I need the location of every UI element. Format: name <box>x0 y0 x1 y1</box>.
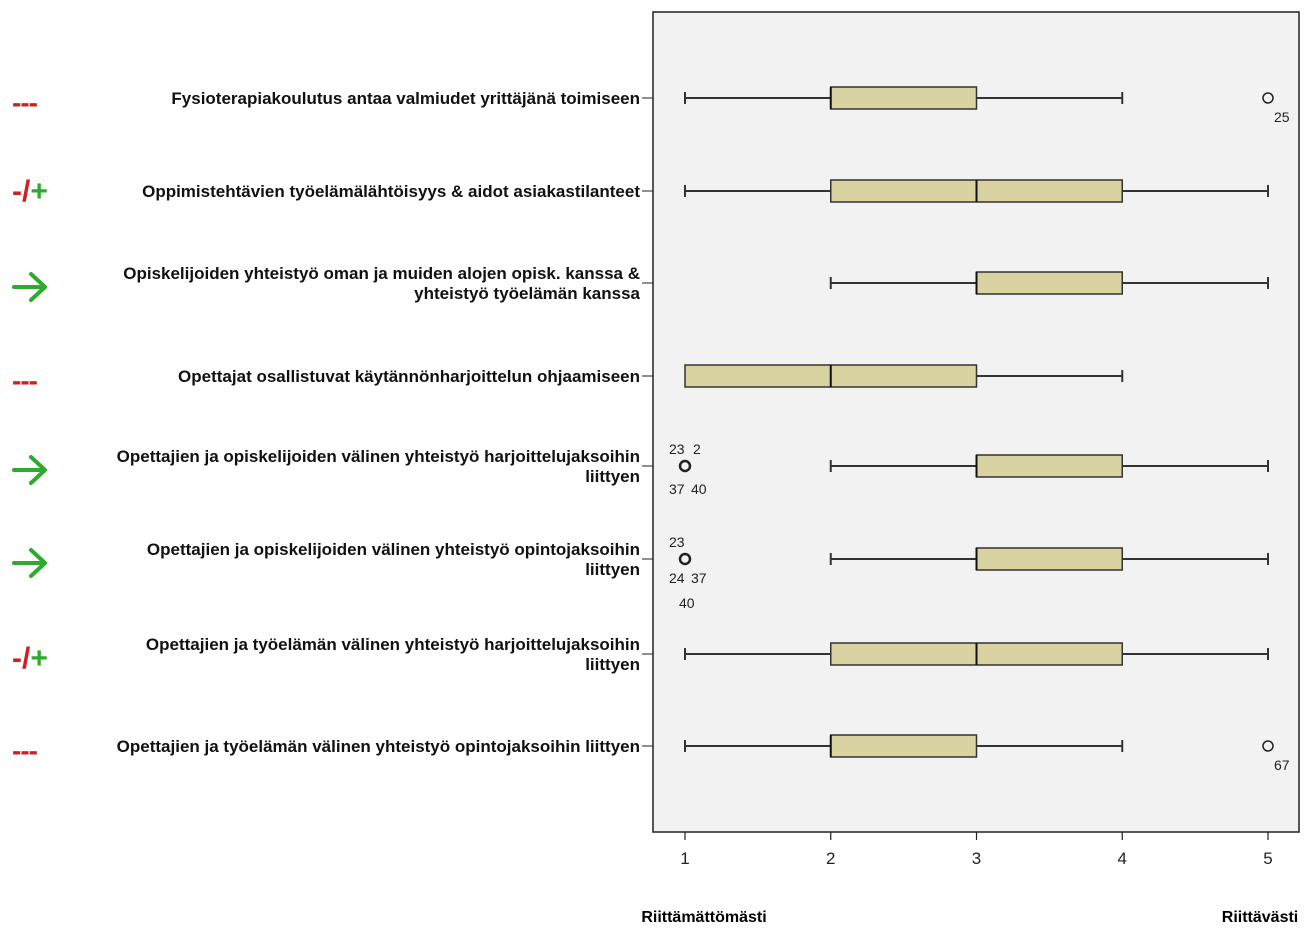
outlier-label: 37 <box>691 570 707 586</box>
outlier-label: 24 <box>669 570 685 586</box>
outlier-label: 23 <box>669 534 685 550</box>
x-tick-label: 1 <box>680 849 689 868</box>
category-label: liittyen <box>585 467 640 486</box>
outlier-label: 23 <box>669 441 685 457</box>
rating-marker-negative: --- <box>12 735 38 766</box>
box-row: Opettajien ja opiskelijoiden välinen yht… <box>12 441 1269 497</box>
outlier-point <box>1262 740 1274 752</box>
outlier-label: 40 <box>679 595 695 611</box>
outlier-point <box>678 552 692 566</box>
category-label: Opettajien ja opiskelijoiden välinen yht… <box>147 540 640 559</box>
rating-marker-arrow-icon <box>12 272 47 302</box>
axis-word-left: Riittämättömästi <box>641 909 766 926</box>
category-label: liittyen <box>585 655 640 674</box>
chart-rows: Fysioterapiakoulutus antaa valmiudet yri… <box>12 86 1290 773</box>
rating-marker-negative: --- <box>12 365 38 396</box>
x-tick-label: 4 <box>1118 849 1127 868</box>
box-row: Opiskelijoiden yhteistyö oman ja muiden … <box>12 264 1269 303</box>
box-row: Opettajien ja opiskelijoiden välinen yht… <box>12 534 1269 611</box>
outlier-label: 2 <box>693 441 701 457</box>
box-row: Oppimistehtävien työelämälähtöisyys & ai… <box>12 175 1269 208</box>
outlier-label: 25 <box>1274 109 1290 125</box>
rating-marker-mixed: -/+ <box>12 175 48 208</box>
box <box>975 454 1123 478</box>
outlier-label: 67 <box>1274 757 1290 773</box>
category-label: Opettajien ja opiskelijoiden välinen yht… <box>117 447 640 466</box>
box <box>975 271 1123 295</box>
box-row: Fysioterapiakoulutus antaa valmiudet yri… <box>12 86 1290 125</box>
box <box>975 547 1123 571</box>
axis-word-right: Riittävästi <box>1222 909 1298 926</box>
x-axis: 1 2 3 4 5 <box>680 832 1273 868</box>
category-label: liittyen <box>585 560 640 579</box>
box-row: Opettajat osallistuvat käytännönharjoitt… <box>12 364 1124 396</box>
category-label: Fysioterapiakoulutus antaa valmiudet yri… <box>171 89 640 108</box>
rating-marker-negative: --- <box>12 87 38 118</box>
box-row: Opettajien ja työelämän välinen yhteisty… <box>12 734 1290 773</box>
box <box>830 734 978 758</box>
box-row: Opettajien ja työelämän välinen yhteisty… <box>12 635 1269 675</box>
box <box>830 86 978 110</box>
category-label: Opettajat osallistuvat käytännönharjoitt… <box>178 367 640 386</box>
outlier-point <box>678 459 692 473</box>
rating-marker-arrow-icon <box>12 455 47 485</box>
outlier-label: 40 <box>691 481 707 497</box>
x-tick-label: 5 <box>1263 849 1272 868</box>
x-tick-label: 3 <box>972 849 981 868</box>
category-label: Opettajien ja työelämän välinen yhteisty… <box>146 635 640 654</box>
category-label: Opiskelijoiden yhteistyö oman ja muiden … <box>123 264 640 283</box>
rating-marker-arrow-icon <box>12 548 47 578</box>
category-label: Opettajien ja työelämän välinen yhteisty… <box>117 737 640 756</box>
outlier-label: 37 <box>669 481 685 497</box>
plot-area <box>652 11 1300 833</box>
category-label: Oppimistehtävien työelämälähtöisyys & ai… <box>142 182 640 201</box>
outlier-point <box>1262 92 1274 104</box>
x-tick-label: 2 <box>826 849 835 868</box>
rating-marker-mixed: -/+ <box>12 642 48 675</box>
category-label: yhteistyö työelämän kanssa <box>414 284 640 303</box>
